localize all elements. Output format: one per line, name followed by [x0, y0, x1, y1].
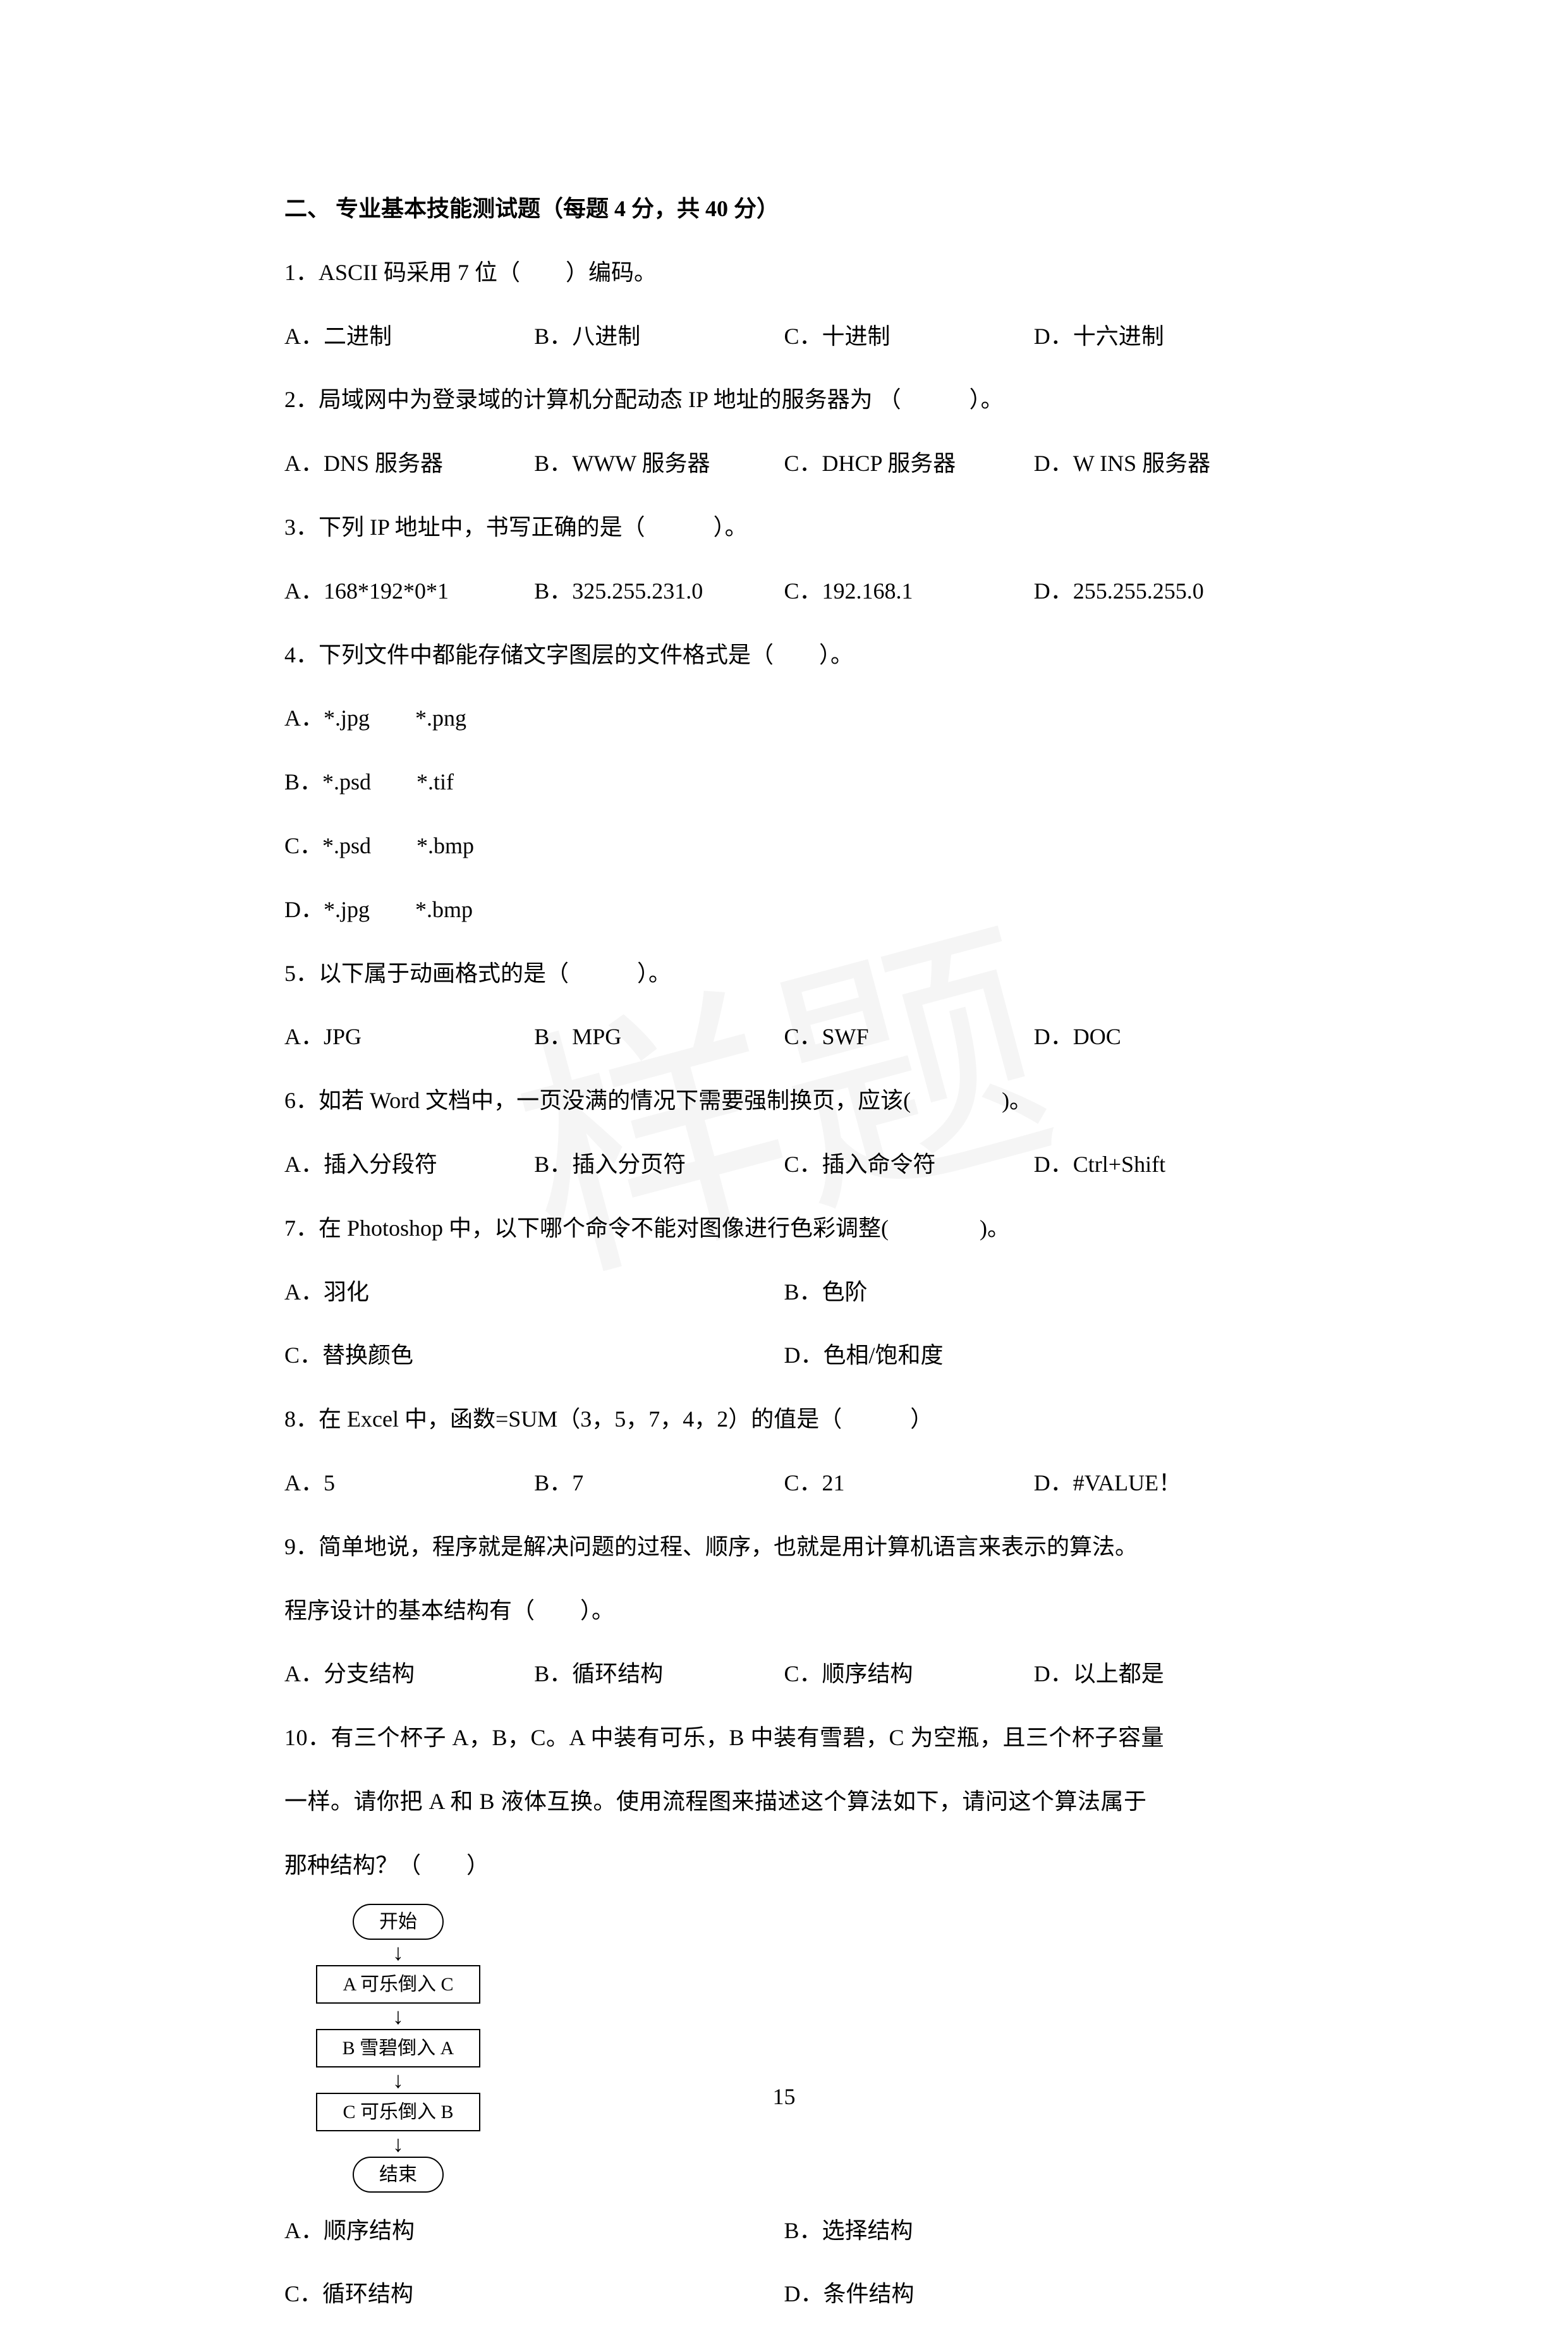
q1-option-c: C．十进制 [784, 305, 1034, 368]
q9-option-a: A．分支结构 [284, 1642, 534, 1706]
question-7-text: 7．在 Photoshop 中，以下哪个命令不能对图像进行色彩调整( )。 [284, 1196, 1284, 1260]
q1-option-b: B．八进制 [534, 305, 784, 368]
question-10-text-line1: 10．有三个杯子 A，B，C。A 中装有可乐，B 中装有雪碧，C 为空瓶，且三个… [284, 1706, 1284, 1770]
q4-option-c: C．*.psd *.bmp [284, 814, 1284, 878]
q8-option-c: C．21 [784, 1451, 1034, 1515]
question-8-options: A．5 B．7 C．21 D．#VALUE！ [284, 1451, 1284, 1515]
flowchart-step3: C 可乐倒入 B [316, 2093, 480, 2131]
flowchart: 开始 ↓ A 可乐倒入 C ↓ B 雪碧倒入 A ↓ C 可乐倒入 B ↓ 结束 [297, 1904, 499, 2193]
question-2-text: 2．局域网中为登录域的计算机分配动态 IP 地址的服务器为 （ ）。 [284, 368, 1284, 432]
q7-option-c: C．替换颜色 [284, 1324, 784, 1387]
q8-option-a: A．5 [284, 1451, 534, 1515]
question-3-text: 3．下列 IP 地址中，书写正确的是（ ）。 [284, 496, 1284, 559]
question-7-options-row1: A．羽化 B．色阶 [284, 1260, 1284, 1324]
q7-option-d: D．色相/饱和度 [784, 1324, 1284, 1387]
q5-option-c: C．SWF [784, 1005, 1034, 1069]
q4-option-a: A．*.jpg *.png [284, 686, 1284, 750]
question-10-options-row2: C．循环结构 D．条件结构 [284, 2262, 1284, 2326]
q6-option-c: C．插入命令符 [784, 1133, 1034, 1196]
q2-option-c: C．DHCP 服务器 [784, 432, 1034, 496]
question-10-text-line3: 那种结构？（ ） [284, 1834, 1284, 1897]
question-10-options-row1: A．顺序结构 B．选择结构 [284, 2199, 1284, 2263]
flowchart-step1: A 可乐倒入 C [316, 1965, 480, 2004]
q6-option-b: B．插入分页符 [534, 1133, 784, 1196]
question-1-options: A．二进制 B．八进制 C．十进制 D．十六进制 [284, 305, 1284, 368]
q9-option-c: C．顺序结构 [784, 1642, 1034, 1706]
question-9-options: A．分支结构 B．循环结构 C．顺序结构 D．以上都是 [284, 1642, 1284, 1706]
q4-option-b: B．*.psd *.tif [284, 750, 1284, 814]
flowchart-arrow-3: ↓ [392, 2069, 404, 2092]
question-3-options: A．168*192*0*1 B．325.255.231.0 C．192.168.… [284, 559, 1284, 623]
q2-option-d: D．W INS 服务器 [1034, 432, 1284, 496]
q2-option-a: A．DNS 服务器 [284, 432, 534, 496]
q5-option-b: B．MPG [534, 1005, 784, 1069]
q10-option-d: D．条件结构 [784, 2262, 1284, 2326]
q3-option-a: A．168*192*0*1 [284, 559, 534, 623]
flowchart-start: 开始 [353, 1904, 444, 1940]
flowchart-arrow-1: ↓ [392, 1941, 404, 1964]
q1-option-a: A．二进制 [284, 305, 534, 368]
q5-option-d: D．DOC [1034, 1005, 1284, 1069]
q2-option-b: B．WWW 服务器 [534, 432, 784, 496]
q9-option-b: B．循环结构 [534, 1642, 784, 1706]
flowchart-arrow-2: ↓ [392, 2005, 404, 2028]
q6-option-d: D．Ctrl+Shift [1034, 1133, 1284, 1196]
q7-option-b: B．色阶 [784, 1260, 1284, 1324]
flowchart-arrow-4: ↓ [392, 2133, 404, 2155]
q5-option-a: A．JPG [284, 1005, 534, 1069]
q10-option-a: A．顺序结构 [284, 2199, 784, 2263]
page-content: 二、 专业基本技能测试题（每题 4 分，共 40 分） 1．ASCII 码采用 … [284, 177, 1284, 2326]
q3-option-b: B．325.255.231.0 [534, 559, 784, 623]
question-1-text: 1．ASCII 码采用 7 位（ ）编码。 [284, 241, 1284, 305]
q3-option-c: C．192.168.1 [784, 559, 1034, 623]
q1-option-d: D．十六进制 [1034, 305, 1284, 368]
question-9-text-line2: 程序设计的基本结构有（ ）。 [284, 1579, 1284, 1643]
question-9-text-line1: 9．简单地说，程序就是解决问题的过程、顺序，也就是用计算机语言来表示的算法。 [284, 1515, 1284, 1579]
q10-option-c: C．循环结构 [284, 2262, 784, 2326]
question-4-text: 4．下列文件中都能存储文字图层的文件格式是（ ）。 [284, 623, 1284, 687]
question-5-options: A．JPG B．MPG C．SWF D．DOC [284, 1005, 1284, 1069]
question-10-text-line2: 一样。请你把 A 和 B 液体互换。使用流程图来描述这个算法如下，请问这个算法属… [284, 1770, 1284, 1834]
q10-option-b: B．选择结构 [784, 2199, 1284, 2263]
q7-option-a: A．羽化 [284, 1260, 784, 1324]
q6-option-a: A．插入分段符 [284, 1133, 534, 1196]
flowchart-step2: B 雪碧倒入 A [316, 2029, 480, 2067]
question-5-text: 5．以下属于动画格式的是（ ）。 [284, 942, 1284, 1006]
q8-option-b: B．7 [534, 1451, 784, 1515]
section-header: 二、 专业基本技能测试题（每题 4 分，共 40 分） [284, 177, 1284, 241]
q4-option-d: D．*.jpg *.bmp [284, 878, 1284, 942]
q8-option-d: D．#VALUE！ [1034, 1451, 1284, 1515]
question-6-text: 6．如若 Word 文档中，一页没满的情况下需要强制换页，应该( )。 [284, 1069, 1284, 1133]
q3-option-d: D．255.255.255.0 [1034, 559, 1284, 623]
flowchart-end: 结束 [353, 2157, 444, 2193]
question-6-options: A．插入分段符 B．插入分页符 C．插入命令符 D．Ctrl+Shift [284, 1133, 1284, 1196]
question-7-options-row2: C．替换颜色 D．色相/饱和度 [284, 1324, 1284, 1387]
q9-option-d: D．以上都是 [1034, 1642, 1284, 1706]
question-2-options: A．DNS 服务器 B．WWW 服务器 C．DHCP 服务器 D．W INS 服… [284, 432, 1284, 496]
question-8-text: 8．在 Excel 中，函数=SUM（3，5，7，4，2）的值是（ ） [284, 1387, 1284, 1451]
